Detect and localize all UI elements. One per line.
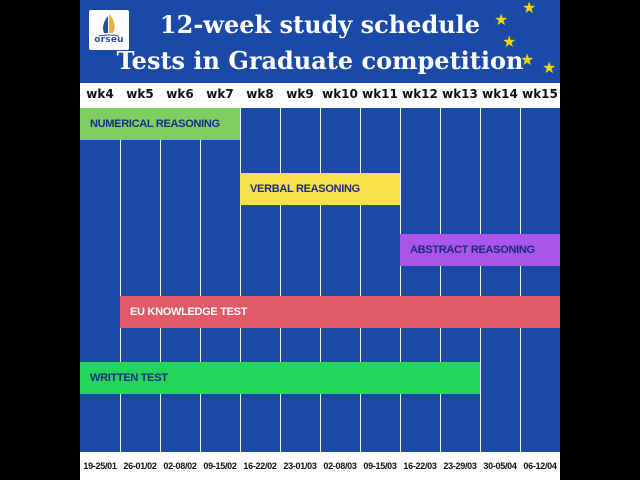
week-date: 09-15/03: [363, 461, 397, 471]
grid-line: [360, 108, 361, 452]
logo-text: orseu: [94, 35, 124, 45]
grid-line: [160, 108, 161, 452]
task-label: VERBAL REASONING: [250, 183, 360, 195]
grid-line: [520, 108, 521, 452]
week-date: 16-22/02: [243, 461, 277, 471]
abstract-reasoning-bar: ABSTRACT REASONING: [400, 234, 560, 266]
week-label: wk12: [402, 87, 438, 101]
numerical-reasoning-bar: NUMERICAL REASONING: [80, 108, 240, 140]
week-date: 16-22/03: [403, 461, 437, 471]
star-icon: ★: [542, 58, 557, 77]
week-label: wk7: [206, 87, 234, 101]
week-label: wk11: [362, 87, 398, 101]
eu-knowledge-test-bar: EU KNOWLEDGE TEST: [120, 296, 560, 328]
title-line-1: 12-week study schedule: [159, 10, 481, 39]
task-label: WRITTEN TEST: [90, 372, 168, 384]
week-date: 19-25/01: [83, 461, 117, 471]
week-date: 23-01/03: [283, 461, 317, 471]
written-test-bar: WRITTEN TEST: [80, 362, 480, 394]
task-label: NUMERICAL REASONING: [90, 118, 220, 130]
orseu-logo: orseu: [89, 10, 129, 50]
grid-line: [400, 108, 401, 452]
week-label: wk9: [286, 87, 314, 101]
schedule-grid: NUMERICAL REASONING VERBAL REASONING ABSTR…: [80, 108, 560, 452]
week-label: wk6: [166, 87, 194, 101]
week-label: wk8: [246, 87, 274, 101]
sail-icon: [98, 14, 120, 37]
grid-line: [200, 108, 201, 452]
week-label: wk4: [86, 87, 114, 101]
week-date: 23-29/03: [443, 461, 477, 471]
title-line-2: Tests in Graduate competition: [116, 46, 524, 75]
star-icon: ★: [502, 32, 517, 51]
week-header-row: wk4 wk5 wk6 wk7 wk8 wk9 wk10 wk11 wk12 wk13 wk14 wk…: [80, 83, 560, 108]
week-date: 02-08/02: [163, 461, 197, 471]
week-label: wk14: [482, 87, 518, 101]
task-label: EU KNOWLEDGE TEST: [130, 306, 248, 318]
week-label: wk5: [126, 87, 154, 101]
grid-line: [480, 108, 481, 452]
task-label: ABSTRACT REASONING: [410, 244, 535, 256]
grid-line: [240, 108, 241, 452]
week-label: wk13: [442, 87, 478, 101]
week-label: wk15: [522, 87, 558, 101]
star-icon: ★: [522, 0, 537, 17]
star-icon: ★: [494, 10, 509, 29]
week-label: wk10: [322, 87, 358, 101]
grid-line: [120, 108, 121, 452]
grid-line: [320, 108, 321, 452]
week-date: 06-12/04: [523, 461, 557, 471]
grid-line: [280, 108, 281, 452]
week-date: 26-01/02: [123, 461, 157, 471]
week-date: 09-15/02: [203, 461, 237, 471]
week-date: 02-08/03: [323, 461, 357, 471]
schedule-panel: orseu 12-week study schedule Tests in Gr…: [80, 0, 560, 480]
star-icon: ★: [520, 50, 535, 69]
grid-line: [440, 108, 441, 452]
date-row: 19-25/01 26-01/02 02-08/02 09-15/02 16-22/02…: [80, 452, 560, 480]
week-date: 30-05/04: [483, 461, 517, 471]
verbal-reasoning-bar: VERBAL REASONING: [240, 173, 400, 205]
